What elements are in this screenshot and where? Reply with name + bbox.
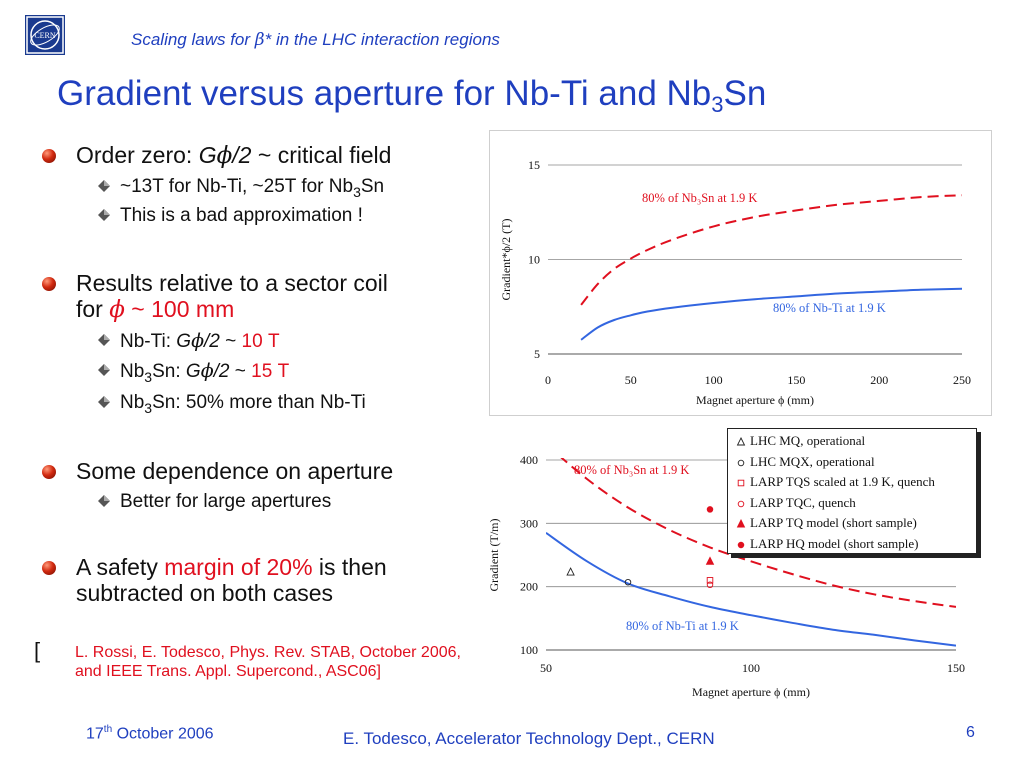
sub-bullet-bad-approximation: This is a bad approximation ! <box>40 205 363 227</box>
bullet-sector-coil: Results relative to a sector coil for ϕ … <box>40 270 388 323</box>
data-point-triangle-open <box>736 437 746 446</box>
diamond-bullet-icon <box>98 334 110 346</box>
bullet-safety-margin: A safety margin of 20% is then subtracte… <box>40 554 387 606</box>
legend-marker-circle-filled <box>737 541 745 548</box>
diamond-bullet-icon <box>98 209 110 221</box>
legend-marker-triangle-filled <box>736 519 746 528</box>
x-tick-label: 150 <box>947 661 965 675</box>
x-tick-label: 200 <box>870 373 888 387</box>
legend-marker-triangle-open <box>736 437 746 446</box>
series-label: 80% of Nb-Ti at 1.9 K <box>626 619 739 633</box>
footer-date: 17th October 2006 <box>86 724 214 743</box>
y-tick-label: 300 <box>520 516 538 530</box>
legend-item: LARP TQS scaled at 1.9 K, quench <box>750 474 935 489</box>
x-tick-label: 50 <box>625 373 637 387</box>
bullet-dot-icon <box>42 465 56 479</box>
diamond-bullet-icon <box>98 180 110 192</box>
data-point-triangle-filled <box>736 519 746 528</box>
cern-logo: CERN <box>25 15 65 55</box>
series-line-nb3sn <box>560 458 956 608</box>
series-label: 80% of Nb-Ti at 1.9 K <box>773 301 886 315</box>
legend-marker-circle-open <box>737 459 745 466</box>
slide-subtitle: Scaling laws for β* in the LHC interacti… <box>131 30 500 50</box>
data-point-square-open <box>706 577 714 584</box>
x-tick-label: 250 <box>953 373 971 387</box>
data-point-circle-open <box>737 500 745 507</box>
legend-item: LARP TQC, quench <box>750 494 856 510</box>
chart-gradient-times-aperture: 0 50 100 150 200 250 5 10 15 Magnet aperture ϕ (m… <box>489 130 992 416</box>
legend-marker-square-open <box>737 479 745 487</box>
x-tick-label: 50 <box>540 661 552 675</box>
legend-item: LARP HQ model (short sample) <box>750 535 919 551</box>
x-axis-label: Magnet aperture ϕ (mm) <box>692 685 810 699</box>
legend-item: LARP TQ model (short sample) <box>750 515 917 530</box>
y-tick-label: 100 <box>520 643 538 657</box>
sub-bullet-nb3sn: Nb3Sn: Gϕ/2 ~ 15 T <box>40 360 289 384</box>
bullet-dot-icon <box>42 149 56 163</box>
diamond-bullet-icon <box>98 364 110 376</box>
series-label: 80% of Nb₃Sn at 1.9 K <box>574 463 689 477</box>
data-point-triangle-filled <box>705 556 715 565</box>
sub-bullet-nbti: Nb-Ti: Gϕ/2 ~ 10 T <box>40 330 280 353</box>
data-point-circle-open <box>706 581 714 589</box>
legend-item: LHC MQX, operational <box>750 453 875 469</box>
y-tick-label: 15 <box>528 158 540 172</box>
data-point-square-open <box>737 479 745 487</box>
data-point-circle-open <box>737 459 745 466</box>
y-tick-label: 200 <box>520 580 538 594</box>
legend-item: LHC MQ, operational <box>750 433 866 448</box>
sub-bullet-large-apertures: Better for large apertures <box>40 491 331 513</box>
y-tick-label: 400 <box>520 453 538 467</box>
sub-bullet-nb3sn-more: Nb3Sn: 50% more than Nb-Ti <box>40 392 366 415</box>
data-point-triangle-open <box>566 567 575 576</box>
y-tick-label: 10 <box>528 253 540 267</box>
chart2-legend: LHC MQ, operational LHC MQX, operational L… <box>727 428 977 554</box>
data-point-circle-filled <box>706 506 714 513</box>
x-tick-label: 0 <box>545 373 551 387</box>
diamond-bullet-icon <box>98 396 110 408</box>
series-line-nbti <box>580 287 962 341</box>
bullet-order-zero: Order zero: Gϕ/2 ~ critical field <box>40 142 391 169</box>
series-line-nbti <box>546 531 956 647</box>
bullet-dot-icon <box>42 561 56 575</box>
y-axis-label: Gradient (T/m) <box>487 519 501 592</box>
slide-title: Gradient versus aperture for Nb-Ti and N… <box>57 74 767 117</box>
x-tick-label: 150 <box>787 373 805 387</box>
x-tick-label: 100 <box>705 373 723 387</box>
y-axis-label: Gradient*ϕ/2 (T) <box>499 219 513 301</box>
series-label: 80% of Nb₃Sn at 1.9 K <box>642 191 757 205</box>
logo-text: CERN <box>34 31 56 40</box>
y-tick-label: 5 <box>534 347 540 361</box>
reference-citation: [ L. Rossi, E. Todesco, Phys. Rev. STAB,… <box>34 638 461 681</box>
footer-author: E. Todesco, Accelerator Technology Dept.… <box>343 729 715 748</box>
sub-bullet-critical-values: ~13T for Nb-Ti, ~25T for Nb3Sn <box>40 176 384 199</box>
x-axis-label: Magnet aperture ϕ (mm) <box>696 393 814 407</box>
x-tick-label: 100 <box>742 661 760 675</box>
diamond-bullet-icon <box>98 495 110 507</box>
series-line-nb3sn <box>580 194 962 306</box>
page-number: 6 <box>966 724 975 741</box>
bullet-dot-icon <box>42 277 56 291</box>
legend-marker-circle-open <box>737 500 745 507</box>
bullet-aperture-dependence: Some dependence on aperture <box>40 458 393 484</box>
data-point-circle-filled <box>737 541 745 548</box>
data-point-circle-open <box>624 578 632 586</box>
